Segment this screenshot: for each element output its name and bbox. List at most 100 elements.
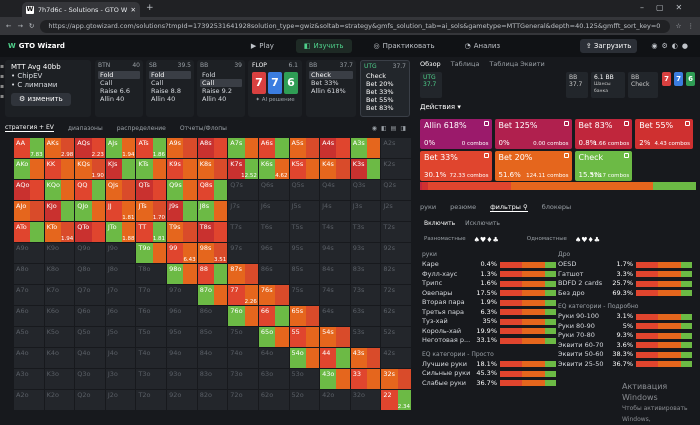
opt-call[interactable]: Call bbox=[200, 79, 242, 87]
hand-cell[interactable]: A9o bbox=[14, 243, 44, 263]
opt-bet[interactable]: Bet 83% bbox=[366, 104, 394, 112]
hand-cell[interactable]: 62o bbox=[258, 390, 289, 410]
hand-cell[interactable]: J5s bbox=[289, 201, 320, 221]
hand-cell[interactable]: A9s bbox=[167, 138, 197, 158]
category-row[interactable]: Овепары 17.5% bbox=[422, 289, 560, 299]
hand-cell[interactable]: Q2o bbox=[75, 390, 105, 410]
hand-cell[interactable]: Q5s bbox=[289, 180, 320, 200]
hand-cell[interactable]: Q9o bbox=[75, 243, 105, 263]
hand-cell[interactable]: Q9s bbox=[167, 180, 197, 200]
action-box[interactable]: Bet 20% 51.6% 124.11 combos bbox=[494, 151, 572, 181]
hand-cell[interactable]: 64s bbox=[320, 306, 350, 326]
hand-cell[interactable]: 43o bbox=[320, 369, 350, 389]
category-row[interactable]: Неготовая р... 33.1% bbox=[422, 336, 560, 346]
hand-cell[interactable]: Q8s bbox=[197, 180, 228, 200]
opt-bet[interactable]: Bet 33% bbox=[366, 88, 394, 96]
checkbox-icon[interactable] bbox=[483, 153, 489, 158]
hand-cell[interactable]: K6o bbox=[44, 306, 75, 326]
hand-cell[interactable]: K3o bbox=[44, 369, 75, 389]
hand-cell[interactable]: 92o bbox=[167, 390, 197, 410]
action-box[interactable]: Allin 618% 0% 0 combos bbox=[420, 119, 492, 149]
hand-cell[interactable]: T5s bbox=[289, 222, 320, 242]
action-box[interactable]: Bet 33% 30.1% 72.33 combos bbox=[420, 151, 492, 181]
hand-cell[interactable]: A5s bbox=[289, 138, 320, 158]
hand-cell[interactable]: J2s bbox=[381, 201, 411, 221]
hand-cell[interactable]: 53o bbox=[289, 369, 320, 389]
hand-cell[interactable]: 98s 3.51 bbox=[197, 243, 228, 263]
hand-cell[interactable]: 87s bbox=[228, 264, 258, 284]
board-card[interactable]: 6 bbox=[284, 72, 298, 94]
hand-cell[interactable]: KQo bbox=[44, 180, 75, 200]
hand-cell[interactable]: A7s bbox=[228, 138, 258, 158]
tab-table[interactable]: Таблица bbox=[450, 60, 480, 68]
category-row[interactable]: Без дро 69.3% bbox=[558, 289, 696, 299]
suit-icons[interactable]: ♠♥♦♣ bbox=[473, 236, 499, 244]
hand-cell[interactable]: 96o bbox=[167, 306, 197, 326]
side-icon[interactable]: ▪ bbox=[0, 83, 5, 90]
hand-cell[interactable]: J3o bbox=[105, 369, 136, 389]
hand-cell[interactable]: T6o bbox=[136, 306, 167, 326]
opt-allin[interactable]: Allin 618% bbox=[311, 87, 346, 95]
category-row[interactable]: Каре 0.4% bbox=[422, 260, 560, 270]
hand-cell[interactable]: Q4o bbox=[75, 348, 105, 368]
hand-cell[interactable]: KTo 1.94 bbox=[44, 222, 75, 242]
hand-cell[interactable]: AQs 2.23 bbox=[75, 138, 105, 158]
nav-study[interactable]: ◧ Изучить bbox=[295, 39, 352, 53]
hand-cell[interactable]: Q3o bbox=[75, 369, 105, 389]
opt-raise[interactable]: Raise 9.2 bbox=[202, 87, 232, 95]
hand-cell[interactable]: Q8o bbox=[75, 264, 105, 284]
hand-cell[interactable]: J8s bbox=[197, 201, 228, 221]
hand-cell[interactable]: K8o bbox=[44, 264, 75, 284]
nav-icons[interactable]: ◉⚙◐● bbox=[651, 42, 692, 50]
hand-cell[interactable]: Q6s bbox=[258, 180, 289, 200]
seq-bb[interactable]: BB 37.7 bbox=[566, 72, 588, 98]
hand-cell[interactable]: Q7s bbox=[228, 180, 258, 200]
hand-cell[interactable]: 83o bbox=[197, 369, 228, 389]
tab-strategy-ev[interactable]: стратегия + EV bbox=[5, 124, 54, 132]
reload-icon[interactable]: ↻ bbox=[28, 22, 35, 30]
hand-cell[interactable]: AJs 1.94 bbox=[105, 138, 136, 158]
opt-bet[interactable]: Bet 55% bbox=[366, 96, 394, 104]
hand-cell[interactable]: JJ 1.81 bbox=[105, 201, 136, 221]
hand-cell[interactable]: T8s bbox=[197, 222, 228, 242]
board-card[interactable]: 7 bbox=[268, 72, 282, 94]
hand-cell[interactable]: 84s bbox=[320, 264, 350, 284]
category-row[interactable]: Сильные руки 45.3% bbox=[422, 369, 560, 379]
hand-cell[interactable]: 82o bbox=[197, 390, 228, 410]
hand-cell[interactable]: K9s bbox=[167, 159, 197, 179]
hand-cell[interactable]: 92s bbox=[381, 243, 411, 263]
hand-cell[interactable]: A4o bbox=[14, 348, 44, 368]
hand-cell[interactable]: T4o bbox=[136, 348, 167, 368]
hand-cell[interactable]: AQo bbox=[14, 180, 44, 200]
hand-cell[interactable]: J4s bbox=[320, 201, 350, 221]
hand-cell[interactable]: 63s bbox=[350, 306, 381, 326]
seq-bb-check[interactable]: BB Check bbox=[628, 72, 658, 98]
upload-button[interactable]: ⇪ Загрузить bbox=[579, 39, 638, 53]
hand-cell[interactable]: A4s bbox=[320, 138, 350, 158]
hand-cell[interactable]: 85o bbox=[197, 327, 228, 347]
category-row[interactable]: Вторая пара 1.9% bbox=[422, 298, 560, 308]
opt-check[interactable]: Check bbox=[366, 72, 386, 80]
exclude-toggle[interactable]: Исключить bbox=[465, 220, 500, 227]
hand-cell[interactable]: 96s bbox=[258, 243, 289, 263]
hand-cell[interactable]: 95s bbox=[289, 243, 320, 263]
hand-cell[interactable]: 65o bbox=[258, 327, 289, 347]
opt-raise[interactable]: Raise 6.6 bbox=[100, 87, 130, 95]
hand-cell[interactable]: KJs bbox=[105, 159, 136, 179]
hand-cell[interactable]: K2o bbox=[44, 390, 75, 410]
hand-cell[interactable]: 74s bbox=[320, 285, 350, 305]
hand-cell[interactable]: AA 7.83 bbox=[14, 138, 44, 158]
category-row[interactable]: OESD 1.7% bbox=[558, 260, 696, 270]
hand-cell[interactable]: J4o bbox=[105, 348, 136, 368]
checkbox-icon[interactable] bbox=[684, 121, 690, 126]
hand-cell[interactable]: K3s bbox=[350, 159, 381, 179]
hand-cell[interactable]: K7o bbox=[44, 285, 75, 305]
hand-cell[interactable]: QTs bbox=[136, 180, 167, 200]
actions-label[interactable]: Действия ▾ bbox=[420, 103, 461, 111]
hand-cell[interactable]: 65s bbox=[289, 306, 320, 326]
hand-cell[interactable]: 87o bbox=[197, 285, 228, 305]
ai-solution[interactable]: ✦ AI решение bbox=[255, 97, 295, 103]
hand-cell[interactable]: 63o bbox=[258, 369, 289, 389]
hand-cell[interactable]: A8s bbox=[197, 138, 228, 158]
hand-cell[interactable]: QQ bbox=[75, 180, 105, 200]
